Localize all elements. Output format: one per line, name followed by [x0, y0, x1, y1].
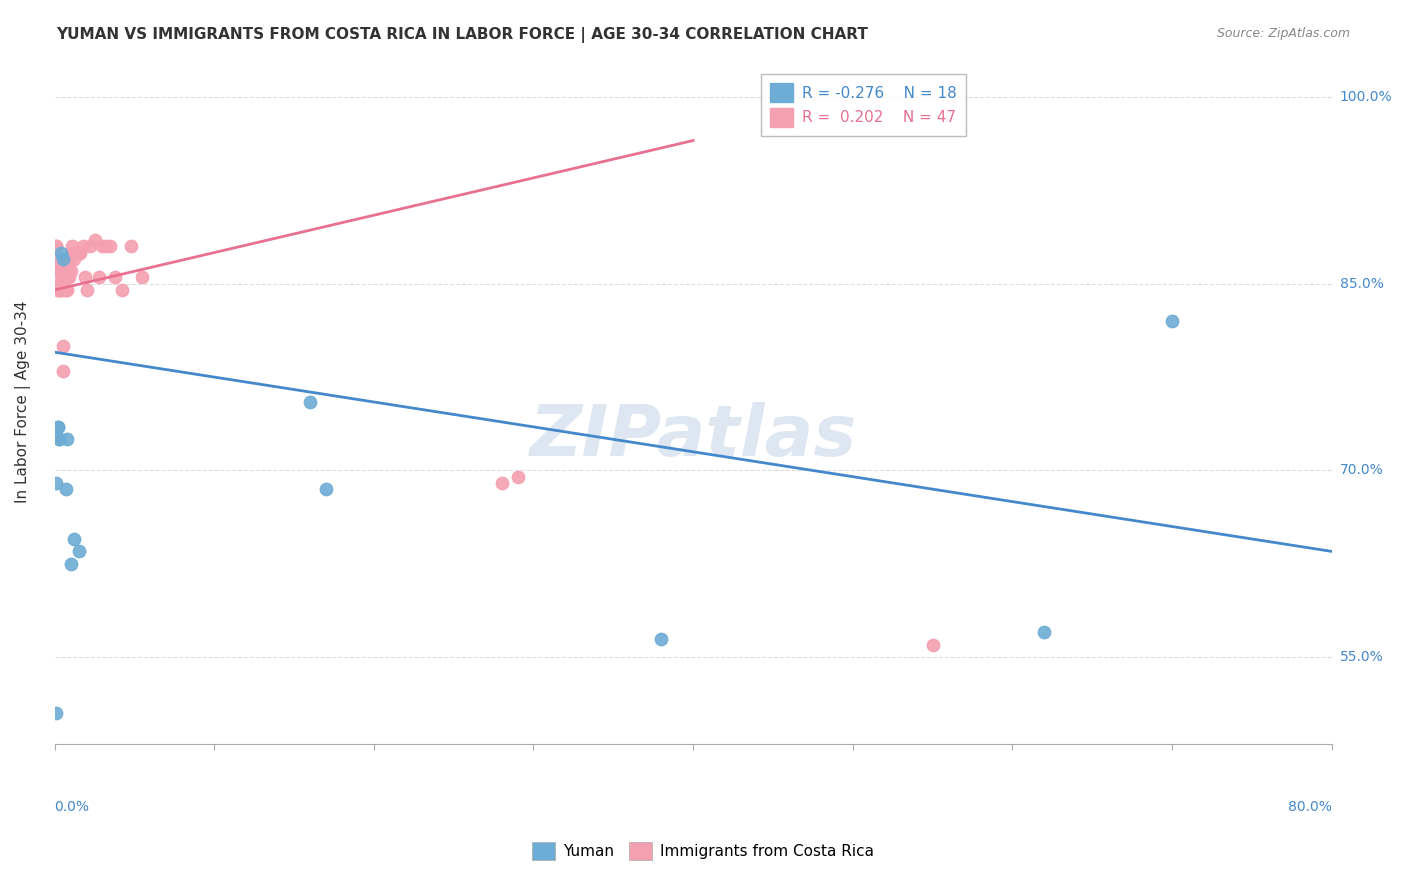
- Point: [62, 252, 84, 266]
- Point: [59, 557, 82, 571]
- Point: [45, 252, 67, 266]
- Point: [111, 283, 134, 297]
- Point: [49, 245, 72, 260]
- Point: [46, 252, 69, 266]
- Text: 80.0%: 80.0%: [1288, 800, 1331, 814]
- Point: [58, 258, 80, 272]
- Point: [45, 239, 67, 253]
- Point: [62, 532, 84, 546]
- Y-axis label: In Labor Force | Age 30-34: In Labor Force | Age 30-34: [15, 301, 31, 503]
- Point: [48, 283, 70, 297]
- Text: YUMAN VS IMMIGRANTS FROM COSTA RICA IN LABOR FORCE | AGE 30-34 CORRELATION CHART: YUMAN VS IMMIGRANTS FROM COSTA RICA IN L…: [56, 27, 868, 43]
- Point: [120, 239, 142, 253]
- Point: [56, 433, 79, 447]
- Text: 85.0%: 85.0%: [1340, 277, 1384, 291]
- Point: [315, 482, 337, 496]
- Text: Source: ZipAtlas.com: Source: ZipAtlas.com: [1216, 27, 1350, 40]
- Point: [89, 270, 111, 285]
- Legend: Yuman, Immigrants from Costa Rica: Yuman, Immigrants from Costa Rica: [526, 836, 880, 866]
- Point: [60, 245, 83, 260]
- Point: [65, 245, 87, 260]
- Point: [56, 270, 79, 285]
- Point: [46, 420, 69, 434]
- Point: [60, 239, 83, 253]
- Point: [506, 469, 529, 483]
- Point: [491, 475, 513, 490]
- Point: [58, 270, 80, 285]
- Point: [48, 433, 70, 447]
- Point: [52, 252, 75, 266]
- Point: [921, 638, 943, 652]
- Point: [45, 475, 67, 490]
- Point: [100, 239, 122, 253]
- Point: [94, 239, 117, 253]
- Point: [46, 277, 69, 291]
- Point: [131, 270, 153, 285]
- Point: [69, 245, 91, 260]
- Point: [46, 420, 69, 434]
- Point: [46, 283, 69, 297]
- Point: [55, 283, 77, 297]
- Point: [53, 270, 76, 285]
- Legend: R = -0.276    N = 18, R =  0.202    N = 47: R = -0.276 N = 18, R = 0.202 N = 47: [761, 74, 966, 136]
- Point: [45, 706, 67, 721]
- Text: 100.0%: 100.0%: [1340, 90, 1392, 104]
- Point: [73, 270, 96, 285]
- Point: [52, 339, 75, 353]
- Point: [48, 283, 70, 297]
- Text: 55.0%: 55.0%: [1340, 650, 1384, 665]
- Point: [56, 283, 79, 297]
- Point: [67, 544, 90, 558]
- Point: [49, 277, 72, 291]
- Point: [83, 233, 105, 247]
- Point: [48, 433, 70, 447]
- Point: [48, 258, 70, 272]
- Point: [298, 395, 321, 409]
- Point: [66, 245, 89, 260]
- Point: [49, 283, 72, 297]
- Text: 70.0%: 70.0%: [1340, 464, 1384, 477]
- Point: [48, 264, 70, 278]
- Point: [45, 239, 67, 253]
- Point: [45, 252, 67, 266]
- Point: [59, 264, 82, 278]
- Point: [79, 239, 101, 253]
- Point: [650, 632, 672, 646]
- Point: [1033, 625, 1056, 640]
- Text: ZIPatlas: ZIPatlas: [530, 401, 856, 471]
- Point: [72, 239, 94, 253]
- Point: [53, 283, 76, 297]
- Point: [46, 264, 69, 278]
- Point: [91, 239, 114, 253]
- Point: [104, 270, 127, 285]
- Point: [76, 283, 98, 297]
- Point: [1161, 314, 1184, 328]
- Text: 0.0%: 0.0%: [55, 800, 90, 814]
- Point: [67, 245, 90, 260]
- Point: [55, 482, 77, 496]
- Point: [52, 364, 75, 378]
